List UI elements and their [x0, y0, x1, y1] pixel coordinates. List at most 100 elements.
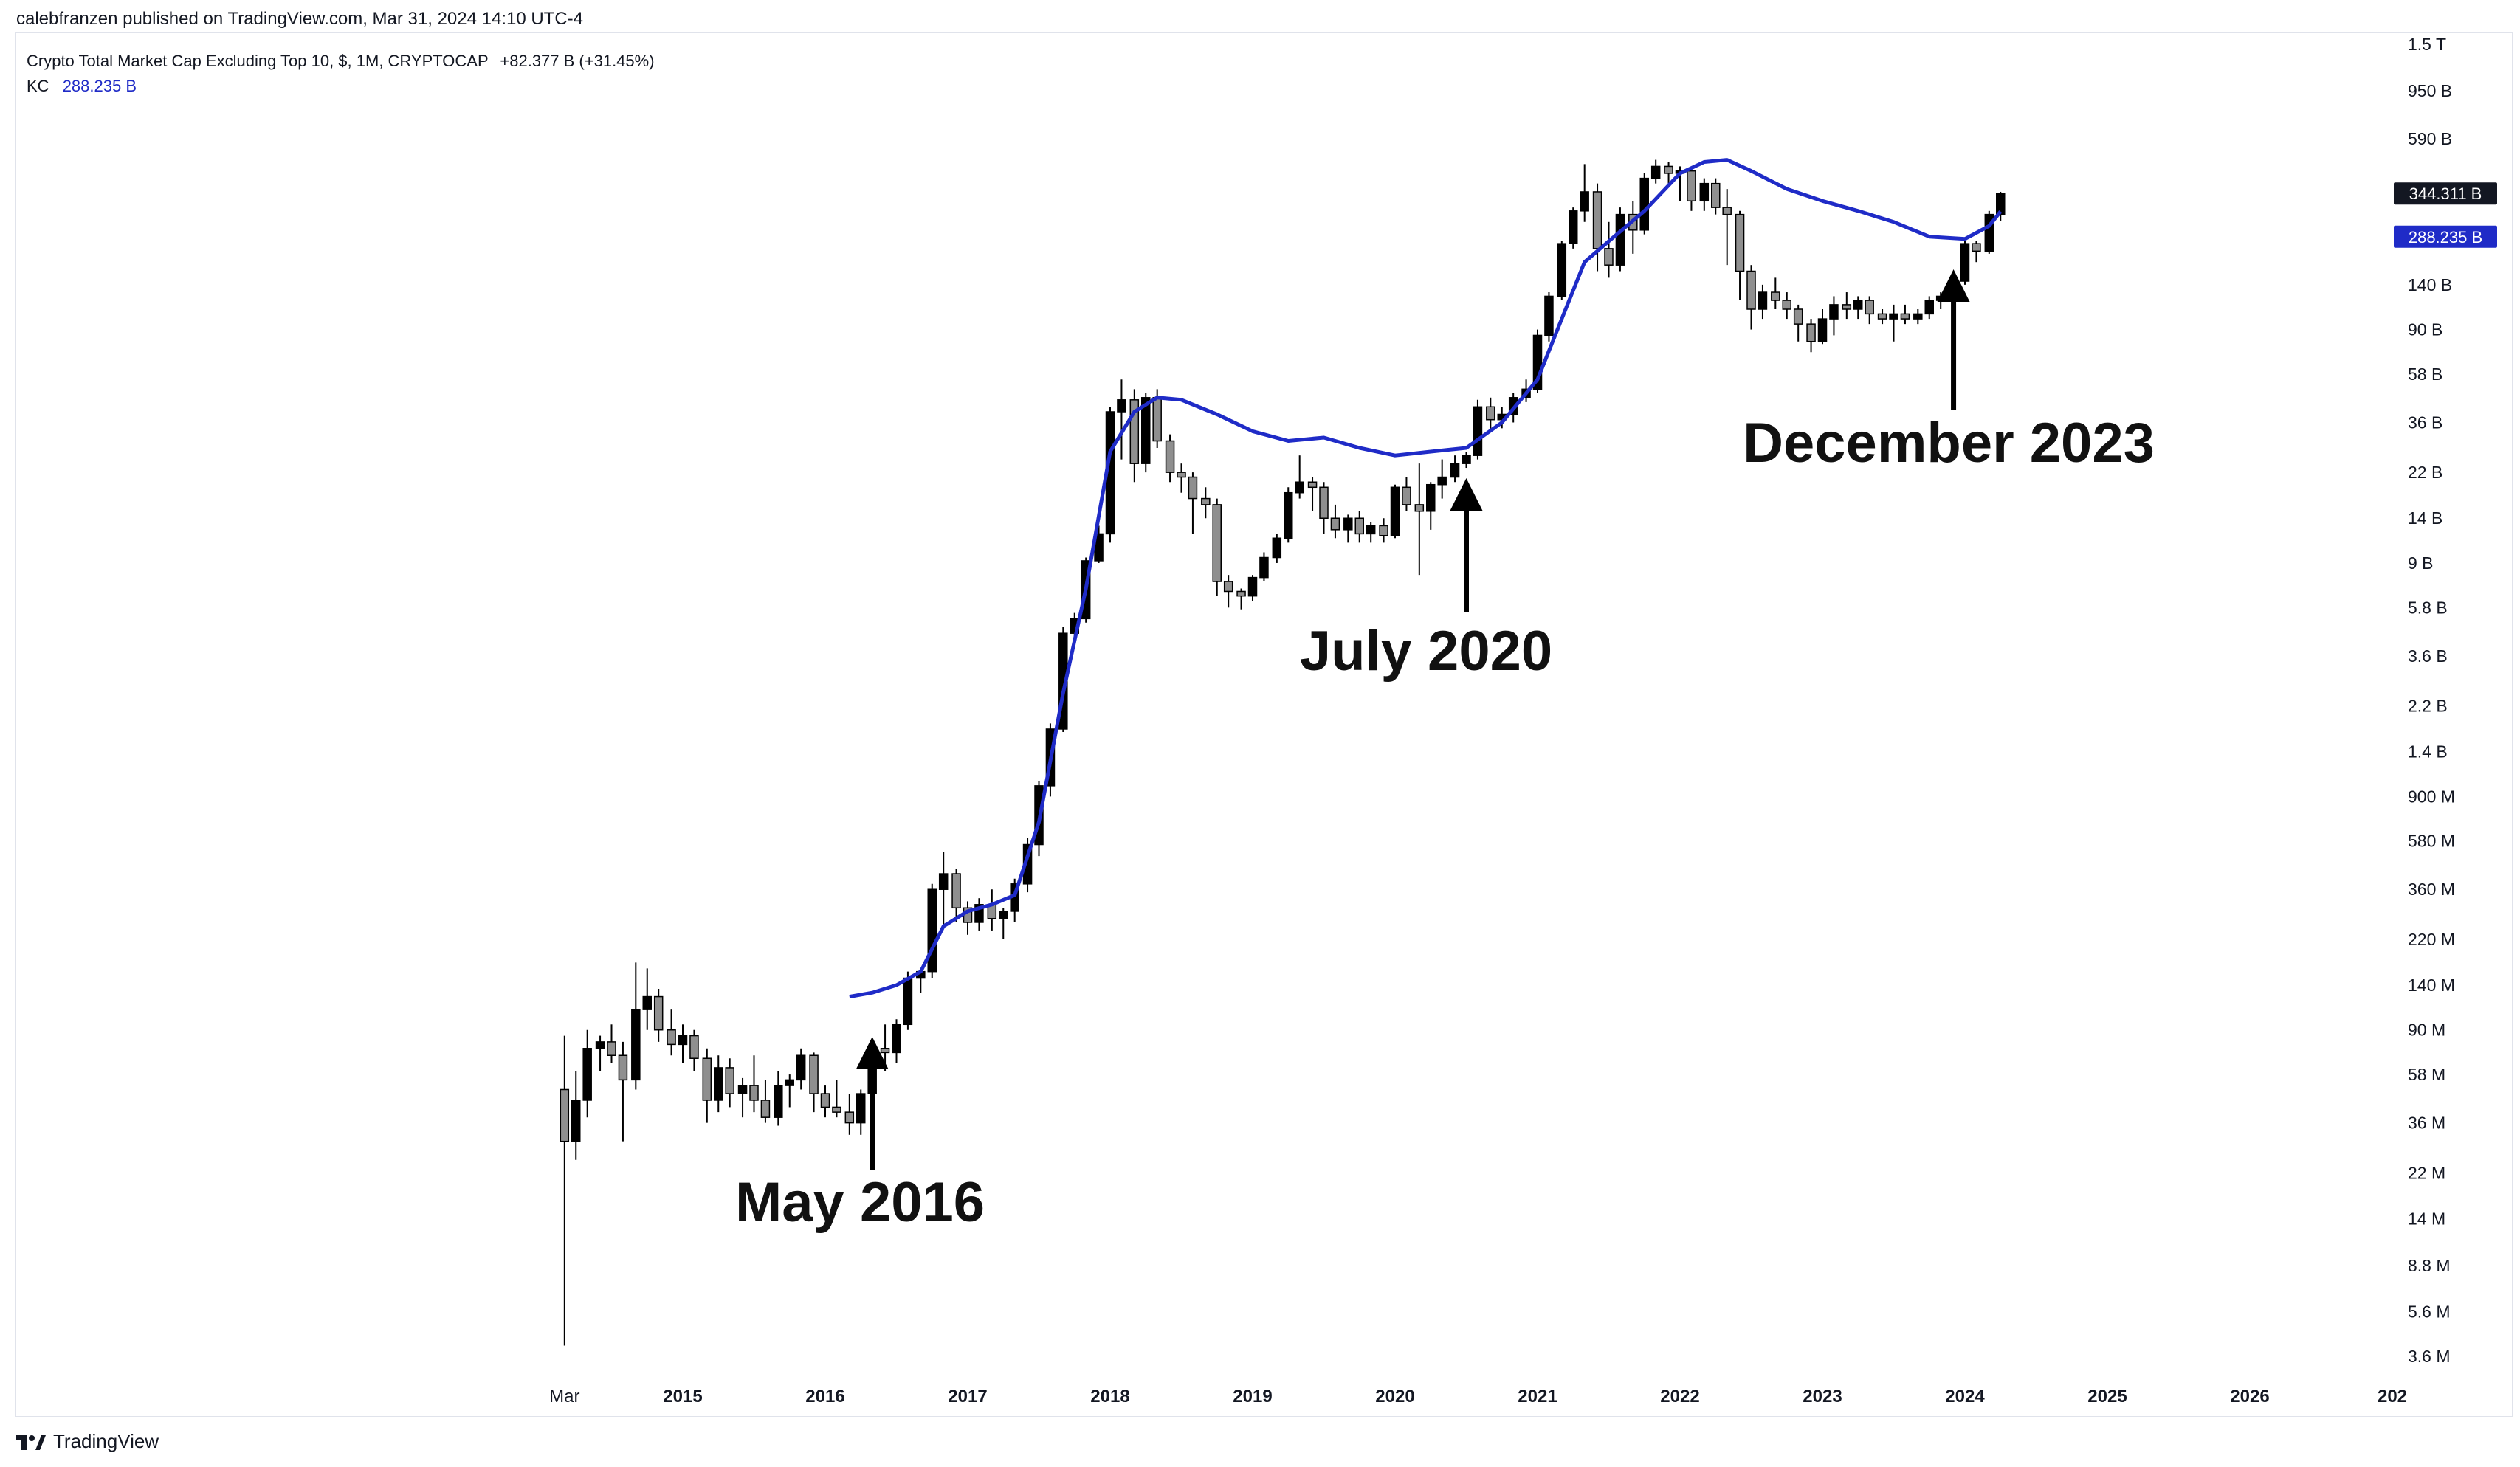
candle-body[interactable] — [1604, 248, 1614, 266]
candle-body[interactable] — [1177, 472, 1186, 478]
legend-title[interactable]: Crypto Total Market Cap Excluding Top 10… — [27, 52, 489, 70]
candle-body[interactable] — [1188, 476, 1198, 500]
candle-body[interactable] — [856, 1093, 866, 1124]
candle-body[interactable] — [642, 995, 652, 1010]
candle-body[interactable] — [1295, 481, 1304, 494]
candle-body[interactable] — [1354, 517, 1364, 535]
candle-body[interactable] — [1639, 177, 1649, 231]
candle-body[interactable] — [1259, 556, 1269, 579]
candle-body[interactable] — [1615, 213, 1625, 266]
candle-body[interactable] — [1426, 483, 1436, 512]
candle-body[interactable] — [1247, 576, 1258, 597]
candle-body[interactable] — [892, 1024, 901, 1054]
candle-body[interactable] — [844, 1111, 855, 1124]
candle-body[interactable] — [678, 1035, 688, 1046]
candle-body[interactable] — [820, 1093, 830, 1108]
candle-body[interactable] — [1473, 406, 1483, 456]
candle-body[interactable] — [1829, 304, 1839, 320]
candle-body[interactable] — [1437, 476, 1447, 486]
candle-body[interactable] — [582, 1048, 592, 1101]
candle-body[interactable] — [1650, 165, 1661, 179]
candle-body[interactable] — [631, 1009, 641, 1081]
candle-body[interactable] — [1924, 300, 1934, 315]
candle-body[interactable] — [725, 1067, 734, 1094]
candle-body[interactable] — [809, 1054, 819, 1094]
candle-body[interactable] — [974, 904, 984, 923]
candle-body[interactable] — [1758, 291, 1768, 310]
candle-body[interactable] — [1793, 308, 1803, 325]
candle-body[interactable] — [702, 1057, 712, 1101]
candle-body[interactable] — [1201, 497, 1211, 505]
candle-body[interactable] — [1486, 406, 1495, 421]
candle-body[interactable] — [1817, 318, 1828, 342]
candle-body[interactable] — [938, 873, 949, 890]
candle-body[interactable] — [689, 1035, 699, 1059]
candle-body[interactable] — [1960, 243, 1970, 282]
kc-line[interactable] — [849, 158, 2003, 999]
candle-body[interactable] — [1722, 207, 1732, 215]
candle-body[interactable] — [1972, 243, 1981, 252]
candle-body[interactable] — [571, 1100, 581, 1142]
candle-body[interactable] — [1842, 304, 1852, 310]
candle-body[interactable] — [1889, 313, 1898, 320]
candle-body[interactable] — [1569, 210, 1578, 244]
candle-body[interactable] — [1379, 525, 1388, 536]
candle-body[interactable] — [1414, 504, 1425, 512]
candle-body[interactable] — [1544, 295, 1554, 336]
candle-body[interactable] — [1853, 300, 1863, 310]
candle-body[interactable] — [667, 1029, 676, 1046]
candle-body[interactable] — [1580, 191, 1589, 212]
candle-body[interactable] — [1390, 486, 1400, 536]
candle-body[interactable] — [1450, 463, 1460, 478]
candle-body[interactable] — [927, 888, 937, 973]
candle-body[interactable] — [880, 1048, 890, 1054]
candle-body[interactable] — [1996, 193, 2006, 215]
footer-brand[interactable]: TradingView — [16, 1430, 159, 1453]
candle-body[interactable] — [560, 1088, 570, 1142]
candle-body[interactable] — [1782, 300, 1791, 310]
candle-body[interactable] — [1532, 334, 1543, 390]
candle-body[interactable] — [999, 911, 1008, 919]
candle-body[interactable] — [1284, 491, 1293, 539]
candle-body[interactable] — [1402, 486, 1411, 505]
candle-body[interactable] — [951, 873, 961, 909]
candle-body[interactable] — [1330, 517, 1340, 531]
candle-body[interactable] — [1141, 397, 1151, 464]
candle-body[interactable] — [1592, 191, 1602, 249]
candle-body[interactable] — [653, 995, 664, 1031]
candle-body[interactable] — [832, 1106, 841, 1113]
candle-body[interactable] — [737, 1085, 748, 1094]
candle-body[interactable] — [760, 1100, 771, 1118]
candle-body[interactable] — [1366, 525, 1376, 535]
candle-body[interactable] — [595, 1041, 605, 1049]
candle-body[interactable] — [1735, 213, 1745, 272]
candle-body[interactable] — [1152, 397, 1162, 442]
candle-body[interactable] — [1806, 323, 1816, 342]
candle-body[interactable] — [1129, 399, 1140, 464]
candle-body[interactable] — [1984, 213, 1994, 252]
candle-body[interactable] — [1343, 517, 1353, 531]
candle-body[interactable] — [1212, 504, 1222, 582]
candle-body[interactable] — [1165, 440, 1175, 473]
candle-body[interactable] — [714, 1067, 723, 1101]
candle-body[interactable] — [903, 977, 913, 1026]
candle-body[interactable] — [1913, 313, 1923, 320]
candle-body[interactable] — [1462, 455, 1471, 464]
candle-body[interactable] — [796, 1054, 806, 1081]
candle-body[interactable] — [1746, 270, 1756, 310]
candle-body[interactable] — [1877, 313, 1887, 320]
candle-body[interactable] — [1557, 243, 1567, 297]
candle-body[interactable] — [1223, 581, 1233, 593]
candle-body[interactable] — [1711, 182, 1721, 208]
candle-body[interactable] — [1865, 300, 1874, 315]
candle-body[interactable] — [1307, 481, 1318, 489]
candle-body[interactable] — [1771, 291, 1780, 301]
candle-body[interactable] — [1236, 590, 1246, 597]
candle-body[interactable] — [785, 1079, 794, 1086]
candle-body[interactable] — [1272, 537, 1282, 559]
candle-body[interactable] — [1699, 182, 1710, 202]
candle-body[interactable] — [1664, 165, 1673, 174]
candle-body[interactable] — [1900, 313, 1910, 320]
candle-body[interactable] — [1319, 486, 1329, 519]
